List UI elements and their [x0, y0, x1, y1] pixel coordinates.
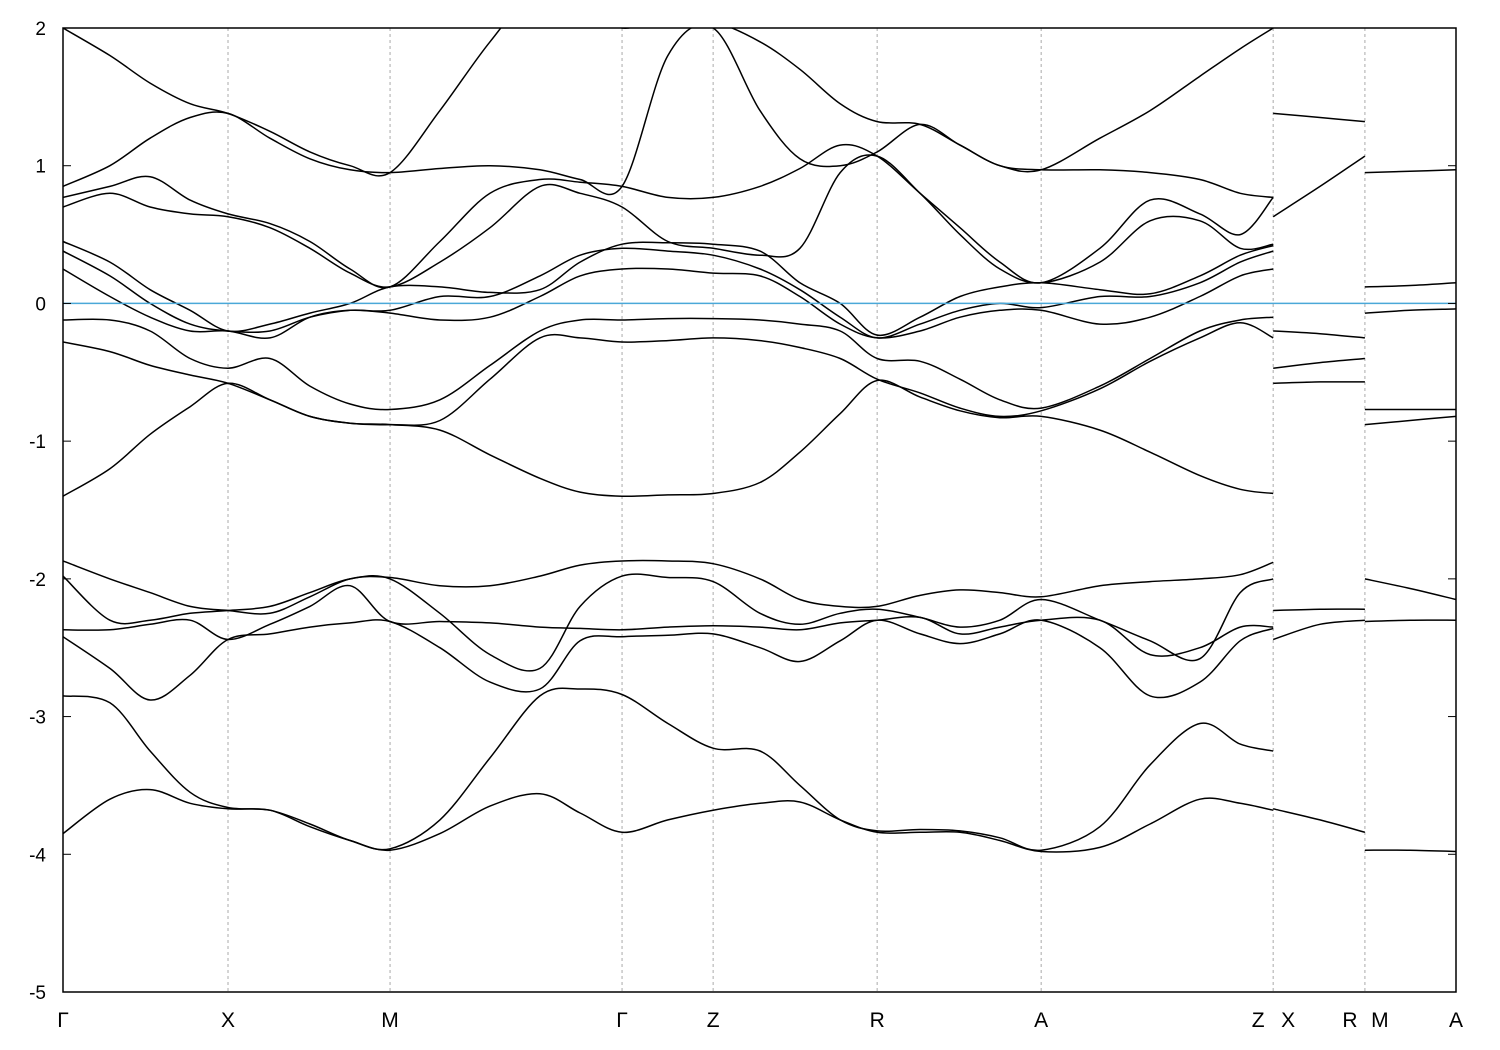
y-tick-label: -2	[29, 570, 46, 591]
kpoint-label: R	[870, 1009, 885, 1032]
y-tick-label: -1	[29, 432, 46, 453]
band-main-12	[63, 240, 1274, 337]
kpoint-label: A	[1034, 1009, 1048, 1032]
kpoint-label: Z	[707, 1009, 720, 1032]
band-main-7	[63, 379, 1274, 498]
band-x_r-1	[1273, 112, 1365, 123]
y-axis: -5 -4 -3 -2 -1 0 1 2	[29, 19, 1456, 1004]
band-x_r-6	[1273, 608, 1365, 612]
y-tick-label: 0	[35, 294, 46, 315]
band-main-13	[63, 154, 1274, 288]
y-tick-label: -4	[29, 845, 46, 866]
kpoint-label: X	[221, 1009, 235, 1032]
band-main-15	[63, 28, 1274, 199]
y-tick-label: 1	[35, 157, 46, 178]
band-main-3	[63, 619, 1274, 701]
kpoint-label: Z	[1252, 1009, 1265, 1032]
band-m_a-6	[1364, 578, 1456, 601]
band-main-1	[63, 788, 1274, 853]
band-x_r-2	[1272, 155, 1366, 218]
kpoint-label: M	[381, 1009, 399, 1032]
y-tick-label: -3	[29, 708, 46, 729]
kpoint-label: X	[1281, 1009, 1295, 1032]
kpoint-label: Γ	[616, 1009, 628, 1032]
band-main-10	[63, 267, 1274, 340]
band-m_a-3	[1364, 308, 1456, 314]
band-main-6	[63, 559, 1274, 615]
plot-frame	[62, 27, 1457, 993]
band-main-16	[63, 28, 1274, 177]
band-main-4	[63, 584, 1274, 657]
kpoint-label: A	[1449, 1009, 1463, 1032]
band-x_r-8	[1273, 808, 1366, 834]
band-main-11	[63, 247, 1274, 339]
band-main-8	[63, 321, 1274, 426]
band-x_r-5	[1273, 381, 1365, 385]
band-lines	[63, 28, 1456, 853]
band-x_r-3	[1273, 330, 1365, 339]
kpoint-label: R	[1342, 1009, 1357, 1032]
band-x_r-7	[1272, 619, 1365, 641]
band-main-5	[63, 573, 1274, 672]
band-m_a-7	[1364, 619, 1456, 623]
band-m_a-8	[1364, 849, 1456, 853]
band-main-2	[63, 687, 1274, 852]
band-main-14	[63, 143, 1274, 289]
band-main-9	[63, 316, 1274, 411]
kpoint-label: Γ	[57, 1009, 69, 1032]
band-m_a-1	[1364, 169, 1456, 174]
kpoint-label: M	[1371, 1009, 1389, 1032]
y-tick-label: -5	[29, 983, 46, 1004]
band-x_r-4	[1273, 357, 1365, 369]
grid-lines	[62, 28, 1457, 992]
band-m_a-5	[1364, 415, 1456, 426]
y-tick-label: 2	[35, 19, 46, 40]
band-m_a-2	[1364, 282, 1456, 288]
